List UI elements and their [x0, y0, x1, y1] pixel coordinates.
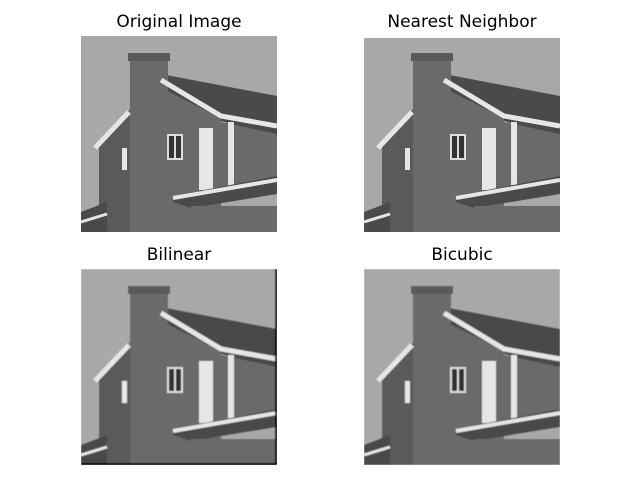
- top-edge-artifact: [364, 36, 560, 38]
- chimney-cap: [411, 53, 453, 61]
- panel-title: Bicubic: [431, 245, 493, 265]
- porch-trim: [455, 178, 560, 200]
- neighbor-trim: [81, 445, 108, 457]
- right-edge-artifact: [275, 269, 277, 465]
- chimney-cap: [411, 286, 453, 294]
- left-gable-wall: [382, 341, 414, 465]
- downspout: [511, 355, 517, 425]
- house-image: [364, 269, 560, 465]
- porch-wall: [191, 206, 277, 232]
- window-pane-right: [176, 369, 181, 391]
- left-gable-wall: [99, 341, 131, 465]
- chimney: [413, 289, 451, 465]
- house-image: [81, 36, 277, 232]
- roof-trim: [442, 77, 560, 129]
- chimney-cap: [128, 53, 170, 61]
- left-roof-trim: [376, 110, 414, 150]
- window-pane-right: [176, 136, 181, 158]
- right-wall: [504, 122, 560, 191]
- porch-wall: [191, 439, 277, 465]
- porch-column: [199, 361, 213, 423]
- side-window: [405, 381, 410, 403]
- right-wall: [221, 355, 277, 424]
- left-gable-wall: [382, 108, 414, 232]
- neighbor-trim: [364, 445, 391, 457]
- chimney: [130, 56, 168, 232]
- porch-trim: [172, 178, 277, 200]
- window-pane-left: [169, 369, 174, 391]
- roof-trim: [442, 310, 560, 362]
- window-pane-left: [452, 369, 457, 391]
- porch-trim: [455, 411, 560, 433]
- left-gable-wall: [99, 108, 131, 232]
- roof-trim: [159, 77, 277, 129]
- chimney: [413, 56, 451, 232]
- bottom-edge-artifact: [81, 463, 277, 465]
- right-wall: [504, 355, 560, 424]
- neighbor-trim: [364, 212, 391, 224]
- window-pane-left: [169, 136, 174, 158]
- window-pane-left: [452, 136, 457, 158]
- downspout: [228, 122, 234, 192]
- porch-column: [199, 128, 213, 190]
- downspout: [228, 355, 234, 425]
- porch-wall: [474, 439, 560, 465]
- roof-trim: [159, 310, 277, 362]
- porch-trim: [172, 411, 277, 433]
- right-wall: [221, 122, 277, 191]
- porch-column: [482, 128, 496, 190]
- panel-title: Bilinear: [146, 245, 212, 265]
- panel-title: Original Image: [116, 12, 242, 32]
- side-window: [122, 381, 127, 403]
- window-pane-right: [459, 369, 464, 391]
- panel-title: Nearest Neighbor: [387, 12, 537, 32]
- house-image: [81, 269, 277, 465]
- chimney: [130, 289, 168, 465]
- left-roof-trim: [376, 343, 414, 383]
- neighbor-trim: [81, 212, 108, 224]
- chimney-cap: [128, 286, 170, 294]
- porch-wall: [474, 206, 560, 232]
- window-pane-right: [459, 136, 464, 158]
- side-window: [122, 148, 127, 170]
- side-window: [405, 148, 410, 170]
- left-roof-trim: [93, 343, 131, 383]
- downspout: [511, 122, 517, 192]
- porch-column: [482, 361, 496, 423]
- left-roof-trim: [93, 110, 131, 150]
- house-image: [364, 36, 560, 232]
